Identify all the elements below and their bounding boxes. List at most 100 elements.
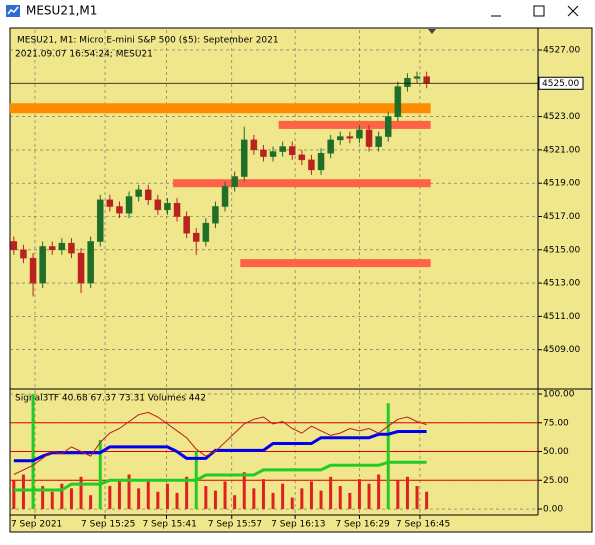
volume-bar bbox=[271, 492, 275, 510]
volume-bar bbox=[204, 486, 208, 510]
candle-body bbox=[29, 257, 37, 284]
candle-body bbox=[154, 199, 162, 211]
candle-body bbox=[231, 176, 238, 187]
y-tick-label: 4521.00 bbox=[543, 145, 580, 155]
candle-body bbox=[144, 189, 152, 201]
y-tick-label: 4523.00 bbox=[543, 112, 580, 122]
volume-bar bbox=[69, 488, 73, 510]
candle-body bbox=[356, 129, 363, 139]
y-tick-label: 25.00 bbox=[543, 476, 569, 486]
volume-bar bbox=[415, 486, 419, 510]
volume-bar bbox=[108, 486, 112, 510]
y-tick-label: 4513.00 bbox=[543, 279, 580, 289]
candle-body bbox=[240, 139, 248, 177]
candle-body bbox=[192, 232, 200, 242]
candle-body bbox=[221, 186, 229, 207]
candle-body bbox=[404, 78, 411, 87]
level-zone bbox=[173, 179, 431, 188]
y-tick-label: 100.00 bbox=[543, 390, 575, 400]
current-price-label: 4525.00 bbox=[542, 79, 579, 89]
volume-bar bbox=[146, 479, 150, 510]
candle-body bbox=[48, 246, 56, 251]
candle-body bbox=[135, 189, 142, 197]
candle-body bbox=[288, 146, 296, 156]
volume-bar bbox=[242, 472, 246, 510]
candle-body bbox=[87, 241, 94, 284]
volume-bar bbox=[290, 497, 294, 510]
candle-body bbox=[384, 116, 392, 137]
volume-bar bbox=[127, 474, 131, 510]
volume-bar bbox=[357, 479, 361, 510]
candle-body bbox=[346, 136, 354, 139]
x-tick-label: 7 Sep 15:25 bbox=[81, 520, 135, 530]
candle-body bbox=[394, 86, 402, 117]
volume-bar bbox=[300, 488, 304, 510]
chart-title: MESU21, M1: Micro E-mini S&P 500 ($5): S… bbox=[17, 36, 279, 46]
x-tick-label: 7 Sep 2021 bbox=[11, 520, 62, 530]
volume-bar bbox=[233, 495, 237, 510]
y-tick-label: 4511.00 bbox=[543, 312, 580, 322]
y-tick-label: 4509.00 bbox=[543, 345, 580, 355]
y-tick-label: 4527.00 bbox=[543, 45, 580, 55]
close-button[interactable] bbox=[567, 5, 579, 17]
volume-bar bbox=[425, 491, 429, 510]
y-tick-label: 50.00 bbox=[543, 447, 569, 457]
candle-body bbox=[365, 129, 373, 147]
volume-bar bbox=[41, 486, 45, 510]
volume-bar bbox=[338, 486, 342, 510]
candle-body bbox=[250, 139, 258, 151]
volume-bar bbox=[175, 492, 179, 510]
volume-bar bbox=[261, 479, 265, 510]
y-tick-label: 0.00 bbox=[543, 505, 563, 515]
y-tick-label: 4517.00 bbox=[543, 212, 580, 222]
chart-subtitle: 2021.09.07 16:54:24; MESU21 bbox=[15, 50, 153, 60]
indicator-line bbox=[13, 411, 427, 475]
candle-body bbox=[423, 76, 430, 84]
window-title: MESU21,M1 bbox=[26, 4, 97, 18]
candle-body bbox=[20, 249, 27, 259]
candle-body bbox=[375, 136, 382, 147]
candle-body bbox=[173, 202, 181, 217]
candle-body bbox=[212, 206, 219, 224]
candle-body bbox=[77, 252, 85, 284]
shift-marker bbox=[428, 29, 436, 34]
candle-body bbox=[164, 202, 171, 211]
volume-bar bbox=[348, 492, 352, 510]
y-tick-label: 4519.00 bbox=[543, 179, 580, 189]
volume-bar bbox=[50, 491, 54, 510]
volume-bar bbox=[319, 490, 323, 510]
volume-bar bbox=[329, 476, 333, 510]
candle-body bbox=[317, 152, 325, 171]
maximize-button[interactable] bbox=[533, 5, 545, 17]
candle-body bbox=[183, 216, 190, 234]
indicator-line bbox=[13, 460, 427, 492]
candle-body bbox=[116, 206, 123, 214]
volume-bar bbox=[117, 481, 121, 510]
chart-border bbox=[9, 27, 593, 533]
level-zone bbox=[240, 259, 431, 268]
candle-body bbox=[125, 196, 133, 214]
candle-body bbox=[202, 222, 210, 242]
candle-body bbox=[68, 242, 75, 254]
candle-body bbox=[279, 146, 286, 152]
volume-bar bbox=[386, 403, 390, 510]
candle-body bbox=[96, 199, 104, 242]
volume-bar bbox=[396, 480, 400, 510]
volume-bar bbox=[377, 474, 381, 510]
indicator-title: Signal3TF 40.68 67.37 73.31 Volumes 442 bbox=[15, 394, 206, 404]
volume-bar bbox=[252, 488, 256, 510]
candle-body bbox=[106, 199, 114, 207]
candle-body bbox=[308, 159, 315, 171]
volume-bar bbox=[213, 490, 217, 510]
volume-bar bbox=[185, 476, 189, 510]
volume-bar bbox=[31, 394, 35, 510]
volume-bar bbox=[89, 495, 93, 510]
price-axis bbox=[538, 28, 592, 532]
candle-body bbox=[58, 242, 66, 251]
candle-body bbox=[336, 136, 344, 141]
volume-bar bbox=[156, 491, 160, 510]
volume-bar bbox=[60, 483, 64, 510]
x-tick-label: 7 Sep 16:45 bbox=[396, 520, 450, 530]
x-tick-label: 7 Sep 16:13 bbox=[271, 520, 325, 530]
